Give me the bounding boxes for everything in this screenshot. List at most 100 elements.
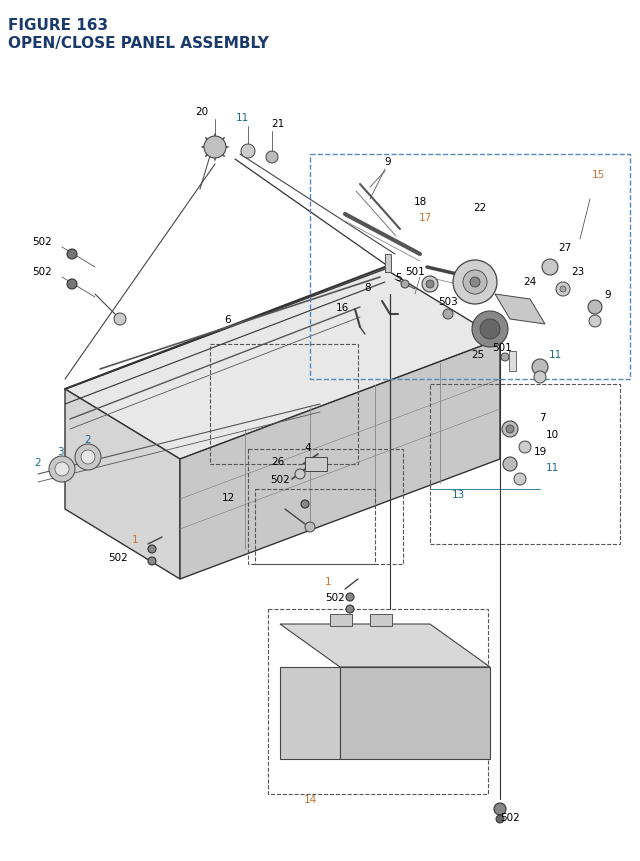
Text: 502: 502 [108,553,128,562]
Circle shape [503,457,517,472]
Text: 501: 501 [492,343,512,353]
Text: 8: 8 [365,282,371,293]
Text: 11: 11 [548,350,562,360]
Polygon shape [280,624,490,667]
Text: 25: 25 [472,350,484,360]
Bar [248,449,403,564]
Circle shape [148,545,156,554]
Circle shape [422,276,438,293]
Circle shape [472,312,508,348]
Text: 6: 6 [225,314,231,325]
Circle shape [67,280,77,289]
Circle shape [532,360,548,375]
Circle shape [346,605,354,613]
Circle shape [470,278,480,288]
Circle shape [75,444,101,470]
Circle shape [514,474,526,486]
Circle shape [542,260,558,276]
Circle shape [560,287,566,293]
Text: 1: 1 [132,535,138,544]
Circle shape [241,145,255,158]
Circle shape [55,462,69,476]
Circle shape [114,313,126,325]
Text: 20: 20 [195,107,209,117]
Text: OPEN/CLOSE PANEL ASSEMBLY: OPEN/CLOSE PANEL ASSEMBLY [8,36,269,51]
Text: 502: 502 [32,237,52,247]
Bar [430,385,620,544]
Circle shape [346,593,354,601]
Text: 502: 502 [270,474,290,485]
Circle shape [148,557,156,566]
Text: 16: 16 [335,303,349,313]
Polygon shape [340,667,490,759]
Circle shape [453,261,497,305]
Bar [210,344,358,464]
Text: 15: 15 [591,170,605,180]
Polygon shape [180,339,500,579]
Polygon shape [495,294,545,325]
Circle shape [301,500,309,508]
Text: 4: 4 [305,443,311,453]
Circle shape [494,803,506,815]
Text: 14: 14 [303,794,317,804]
Bar [268,610,488,794]
Text: 22: 22 [474,202,486,213]
Text: 21: 21 [271,119,285,129]
Polygon shape [280,667,340,759]
Circle shape [534,372,546,383]
Text: 17: 17 [419,213,431,223]
Text: 12: 12 [221,492,235,503]
Circle shape [204,137,226,158]
Circle shape [496,815,504,823]
Circle shape [506,425,514,433]
Text: FIGURE 163: FIGURE 163 [8,18,108,33]
Bar [370,614,392,626]
Circle shape [305,523,315,532]
Polygon shape [65,269,500,460]
Circle shape [49,456,75,482]
Polygon shape [65,389,180,579]
Circle shape [501,354,509,362]
Circle shape [502,422,518,437]
Text: 19: 19 [533,447,547,456]
Text: 1: 1 [324,576,332,586]
Text: 24: 24 [524,276,536,287]
Bar [385,255,391,273]
Circle shape [463,270,487,294]
Text: 11: 11 [236,113,248,123]
Text: 2: 2 [35,457,42,468]
Circle shape [401,281,409,288]
Text: 9: 9 [605,289,611,300]
Bar [330,614,352,626]
Circle shape [81,450,95,464]
Text: 7: 7 [539,412,545,423]
Bar [255,489,375,564]
Text: 10: 10 [545,430,559,439]
Circle shape [295,469,305,480]
Text: 13: 13 [451,489,465,499]
Text: 502: 502 [500,812,520,822]
Text: 502: 502 [325,592,345,603]
Bar [310,155,630,380]
Text: 501: 501 [405,267,425,276]
Text: 18: 18 [413,197,427,207]
Circle shape [67,250,77,260]
Text: 26: 26 [271,456,285,467]
Circle shape [519,442,531,454]
Bar [509,351,516,372]
Circle shape [556,282,570,297]
Text: 11: 11 [545,462,559,473]
Text: 2: 2 [84,435,92,444]
Text: 9: 9 [385,157,391,167]
Circle shape [589,316,601,328]
Circle shape [480,319,500,339]
Text: 5: 5 [395,273,401,282]
Text: 3: 3 [57,447,63,456]
Circle shape [426,281,434,288]
Text: 502: 502 [32,267,52,276]
Circle shape [588,300,602,314]
Bar [305,457,327,472]
Circle shape [266,152,278,164]
Text: 503: 503 [438,297,458,307]
Text: 23: 23 [572,267,584,276]
